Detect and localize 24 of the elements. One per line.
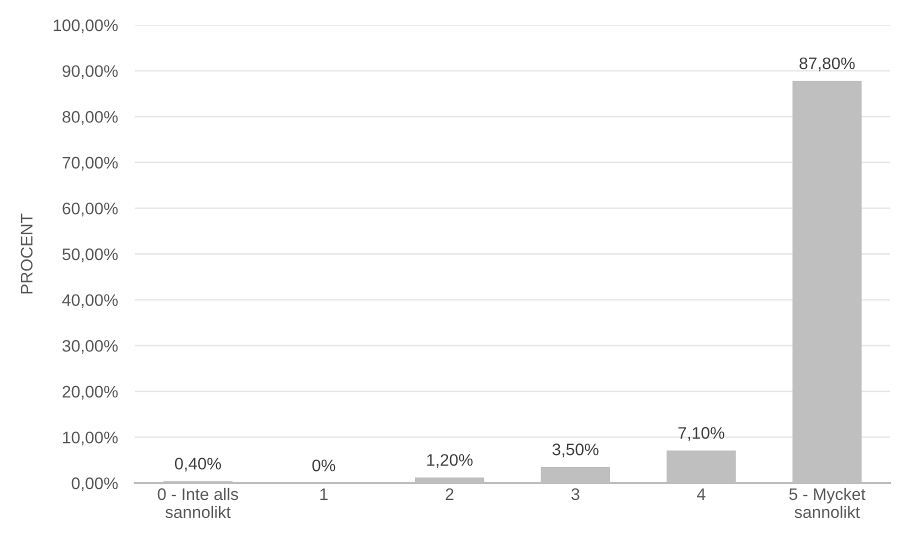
y-tick-label: 70,00% (62, 156, 118, 171)
x-tick-label: 5 - Mycket sannolikt (789, 488, 866, 518)
y-tick-label: 40,00% (62, 294, 118, 308)
data-label: 3,50% (552, 444, 598, 458)
data-label: 0,40% (174, 458, 221, 472)
x-tick-label: 3 (571, 488, 580, 500)
x-tick-label: 4 (697, 488, 706, 500)
data-label: 0% (312, 460, 336, 472)
y-tick-label: 20,00% (62, 386, 118, 400)
x-tick-label: 1 (320, 488, 328, 500)
y-axis-title: PROCENT (20, 214, 33, 294)
y-tick-label: 30,00% (62, 340, 118, 354)
data-label: 1,20% (427, 454, 473, 468)
y-tick-label: 80,00% (62, 111, 118, 125)
y-tick-label: 90,00% (62, 65, 118, 79)
y-tick-label: 60,00% (62, 202, 118, 216)
y-tick-label: 10,00% (63, 432, 118, 446)
data-label: 7,10% (678, 427, 724, 441)
x-tick-label: 2 (446, 488, 454, 500)
x-tick-label: 0 - Inte alls sannolikt (158, 488, 238, 518)
y-tick-label: 0,00% (72, 477, 118, 492)
y-tick-label: 50,00% (62, 248, 118, 262)
y-tick-label: 100,00% (54, 19, 118, 34)
data-label: 87,80% (800, 57, 855, 72)
